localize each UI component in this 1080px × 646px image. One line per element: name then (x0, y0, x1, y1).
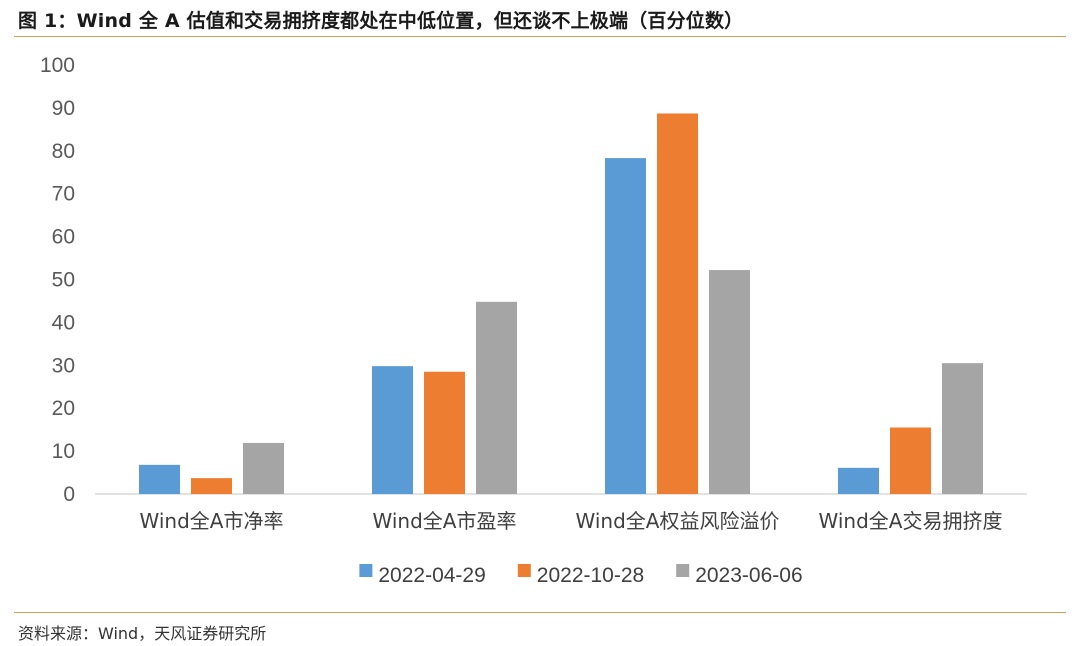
legend: 2022-04-29 2022-10-28 2023-06-06 (359, 564, 803, 587)
bar (139, 464, 180, 494)
bar (476, 301, 517, 494)
legend-swatch (517, 564, 531, 577)
bar (372, 366, 413, 494)
legend-item: 2022-04-29 (359, 564, 486, 587)
y-tick-label: 20 (52, 397, 75, 420)
source-divider (14, 612, 1066, 613)
bar (605, 158, 646, 494)
legend-swatch (359, 564, 373, 577)
legend-item: 2023-06-06 (676, 564, 803, 587)
category-label: Wind全A市盈率 (373, 509, 517, 533)
bar (657, 113, 698, 495)
title-divider (14, 36, 1066, 37)
bar (942, 363, 983, 494)
y-tick-label: 0 (63, 483, 75, 506)
source-note: 资料来源：Wind，天风证券研究所 (18, 624, 267, 643)
bar (191, 478, 232, 494)
y-tick-label: 90 (52, 97, 75, 120)
y-tick-label: 30 (52, 354, 75, 377)
y-tick-label: 10 (52, 440, 75, 463)
y-tick-label: 50 (52, 269, 75, 292)
bar (709, 270, 750, 494)
bars (139, 113, 983, 495)
y-axis-ticks: 0 10 20 30 40 50 60 70 80 90 100 (40, 54, 75, 506)
legend-label: 2022-04-29 (378, 564, 485, 587)
category-labels: Wind全A市净率 Wind全A市盈率 Wind全A权益风险溢价 Wind全A交易拥挤… (140, 509, 1003, 533)
bar (838, 467, 879, 494)
category-label: Wind全A交易拥挤度 (819, 509, 1003, 533)
figure-title: 图 1：Wind 全 A 估值和交易拥挤度都处在中低位置，但还谈不上极端（百分位… (18, 10, 744, 32)
category-label: Wind全A市净率 (140, 509, 284, 533)
category-label: Wind全A权益风险溢价 (576, 509, 780, 533)
legend-label: 2022-10-28 (537, 564, 644, 587)
bar (424, 371, 465, 494)
bar (243, 442, 284, 494)
y-tick-label: 60 (52, 226, 75, 249)
legend-label: 2023-06-06 (695, 564, 802, 587)
y-tick-label: 40 (52, 311, 75, 334)
bar (890, 427, 931, 494)
legend-swatch (676, 564, 690, 577)
legend-item: 2022-10-28 (517, 564, 644, 587)
y-tick-label: 100 (40, 54, 75, 77)
y-tick-label: 80 (52, 140, 75, 163)
y-tick-label: 70 (52, 183, 75, 206)
bar-chart: 0 10 20 30 40 50 60 70 80 90 100 Wind全A市净率 Wind全A市盈… (40, 54, 1027, 587)
